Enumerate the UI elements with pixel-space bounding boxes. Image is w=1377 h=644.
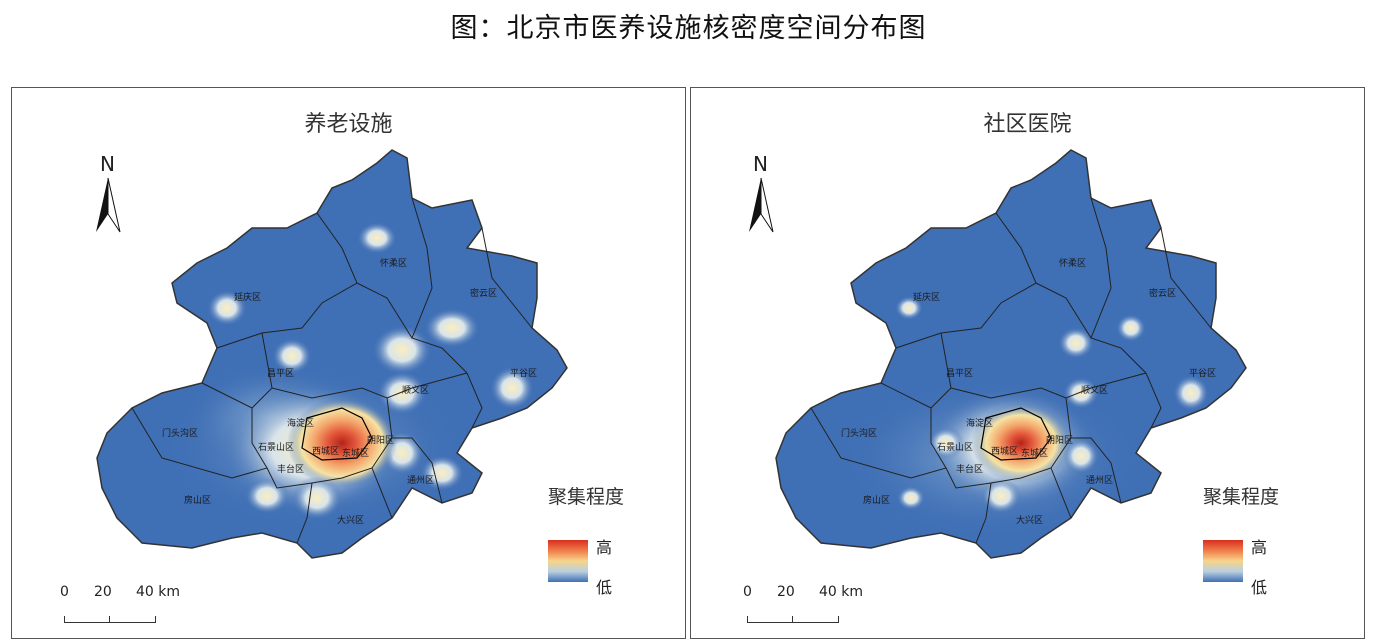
- district-label: 石景山区: [937, 442, 973, 453]
- district-label: 怀柔区: [380, 257, 407, 269]
- district-label: 海淀区: [287, 417, 314, 429]
- district-label: 密云区: [1149, 287, 1176, 299]
- district-label: 丰台区: [277, 463, 304, 475]
- panel-title: 社区医院: [983, 112, 1072, 137]
- scale-bar: 0 20 40 km: [60, 584, 210, 624]
- density-map: 延庆区 怀柔区 密云区 昌平区 顺义区 平谷区 门头沟区 海淀区 朝阳区 西城区…: [775, 149, 1247, 559]
- district-label: 怀柔区: [1059, 257, 1086, 269]
- scale-label-20: 20: [777, 584, 795, 600]
- district-label: 延庆区: [913, 291, 940, 303]
- district-label: 海淀区: [966, 417, 993, 429]
- district-label: 平谷区: [1189, 368, 1216, 379]
- district-label: 密云区: [470, 287, 497, 299]
- north-arrow: N: [90, 152, 130, 242]
- district-label: 门头沟区: [841, 427, 877, 439]
- legend-color-ramp: [1203, 540, 1243, 582]
- legend-color-ramp: [548, 540, 588, 582]
- map-panel-community-hospitals: 社区医院: [690, 87, 1365, 639]
- north-arrow: N: [743, 152, 783, 242]
- north-label: N: [753, 152, 768, 176]
- scale-label-40: 40 km: [136, 584, 181, 600]
- scale-label-0: 0: [743, 584, 752, 600]
- district-label: 通州区: [407, 475, 434, 486]
- district-label: 丰台区: [956, 463, 983, 475]
- district-label: 顺义区: [402, 385, 429, 396]
- scale-label-40: 40 km: [819, 584, 864, 600]
- district-label: 顺义区: [1081, 385, 1108, 396]
- legend-title: 聚集程度: [1203, 486, 1280, 508]
- map-panel-elderly-facilities: 养老设施: [11, 87, 686, 639]
- scale-bar: 0 20 40 km: [743, 584, 893, 624]
- legend-low-label: 低: [1251, 578, 1268, 597]
- district-label: 延庆区: [234, 291, 261, 303]
- district-label: 昌平区: [946, 368, 973, 379]
- legend-high-label: 高: [1251, 538, 1268, 557]
- district-label: 门头沟区: [162, 427, 198, 439]
- district-label: 大兴区: [337, 514, 364, 526]
- legend-high-label: 高: [596, 538, 613, 557]
- density-map: 延庆区 怀柔区 密云区 昌平区 顺义区 平谷区 门头沟区 海淀区 朝阳区 西城区…: [96, 149, 568, 559]
- district-label: 通州区: [1086, 475, 1113, 486]
- district-label: 平谷区: [510, 368, 537, 379]
- district-label: 朝阳区: [367, 435, 394, 446]
- district-label: 房山区: [863, 494, 890, 506]
- district-label: 东城区: [342, 447, 369, 459]
- district-label: 大兴区: [1016, 514, 1043, 526]
- district-label: 朝阳区: [1046, 435, 1073, 446]
- north-arrow-icon: [96, 177, 121, 233]
- legend-low-label: 低: [596, 578, 613, 597]
- north-label: N: [100, 152, 115, 176]
- panel-title: 养老设施: [304, 112, 393, 137]
- district-label: 东城区: [1021, 447, 1048, 459]
- district-label: 房山区: [184, 494, 211, 506]
- north-arrow-icon: [749, 177, 774, 233]
- district-label: 西城区: [991, 446, 1018, 457]
- figure-title: 图：北京市医养设施核密度空间分布图: [450, 13, 927, 44]
- district-label: 西城区: [312, 446, 339, 457]
- legend-title: 聚集程度: [548, 486, 625, 508]
- scale-label-20: 20: [94, 584, 112, 600]
- district-label: 石景山区: [258, 442, 294, 453]
- scale-label-0: 0: [60, 584, 69, 600]
- district-label: 昌平区: [267, 368, 294, 379]
